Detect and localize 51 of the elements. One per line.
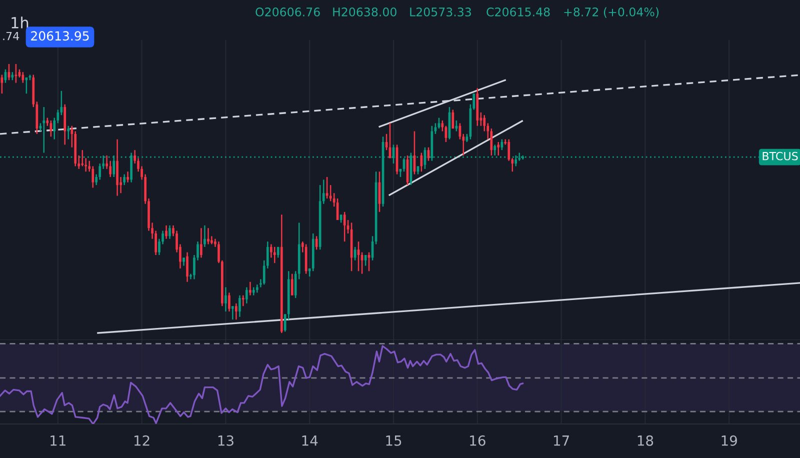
candlestick <box>165 224 168 240</box>
candlestick <box>204 224 206 248</box>
candlestick <box>231 305 234 320</box>
chart-title: 1h <box>12 16 28 28</box>
candlestick <box>494 144 496 156</box>
candlestick <box>483 114 486 132</box>
candlestick <box>249 281 252 296</box>
candlestick <box>452 109 454 130</box>
x-tick-label: 14 <box>302 436 318 446</box>
candlestick <box>497 141 500 156</box>
candlestick <box>500 138 504 151</box>
candlestick <box>200 227 202 258</box>
candlestick <box>455 120 458 132</box>
text: +8.72 (+0.04%) <box>564 7 659 18</box>
candlestick <box>242 294 244 307</box>
candlestick <box>273 246 276 264</box>
x-tick-label: 12 <box>134 435 150 446</box>
text: O20606.76 <box>256 7 320 16</box>
candlestick <box>235 302 238 320</box>
x-tick-label: 16 <box>470 435 486 446</box>
x-tick-label: 11 <box>50 436 66 446</box>
candlestick <box>123 174 126 186</box>
x-tick-label: 19 <box>722 435 737 446</box>
candlestick <box>186 252 188 283</box>
candlestick <box>42 106 46 154</box>
candlestick <box>207 227 210 245</box>
candlestick <box>508 138 510 162</box>
candlestick <box>290 273 294 296</box>
candlestick <box>343 211 346 242</box>
text: .74 <box>3 32 20 40</box>
text: C20615.48 <box>486 7 550 16</box>
text: H20638.00 <box>333 7 396 16</box>
candlestick <box>332 192 336 208</box>
x-tick-label: 17 <box>554 436 569 446</box>
x-tick-label: 13 <box>218 435 234 446</box>
x-tick-label: 18 <box>638 435 654 446</box>
x-tick-label: 15 <box>386 436 402 446</box>
candlestick <box>228 292 230 312</box>
ref-line-label: BTCUS <box>762 152 798 160</box>
candlestick <box>126 170 129 183</box>
text: L20573.33 <box>410 7 471 16</box>
candlestick <box>67 125 70 140</box>
candlestick <box>238 294 241 318</box>
candlestick <box>224 286 227 312</box>
candlestick <box>326 176 328 200</box>
candlestick <box>434 122 437 135</box>
candlestick <box>168 224 171 240</box>
candlestick <box>22 71 24 84</box>
candlestick <box>245 286 248 304</box>
candlestick <box>441 120 444 132</box>
text: 20613.95 <box>31 31 89 41</box>
